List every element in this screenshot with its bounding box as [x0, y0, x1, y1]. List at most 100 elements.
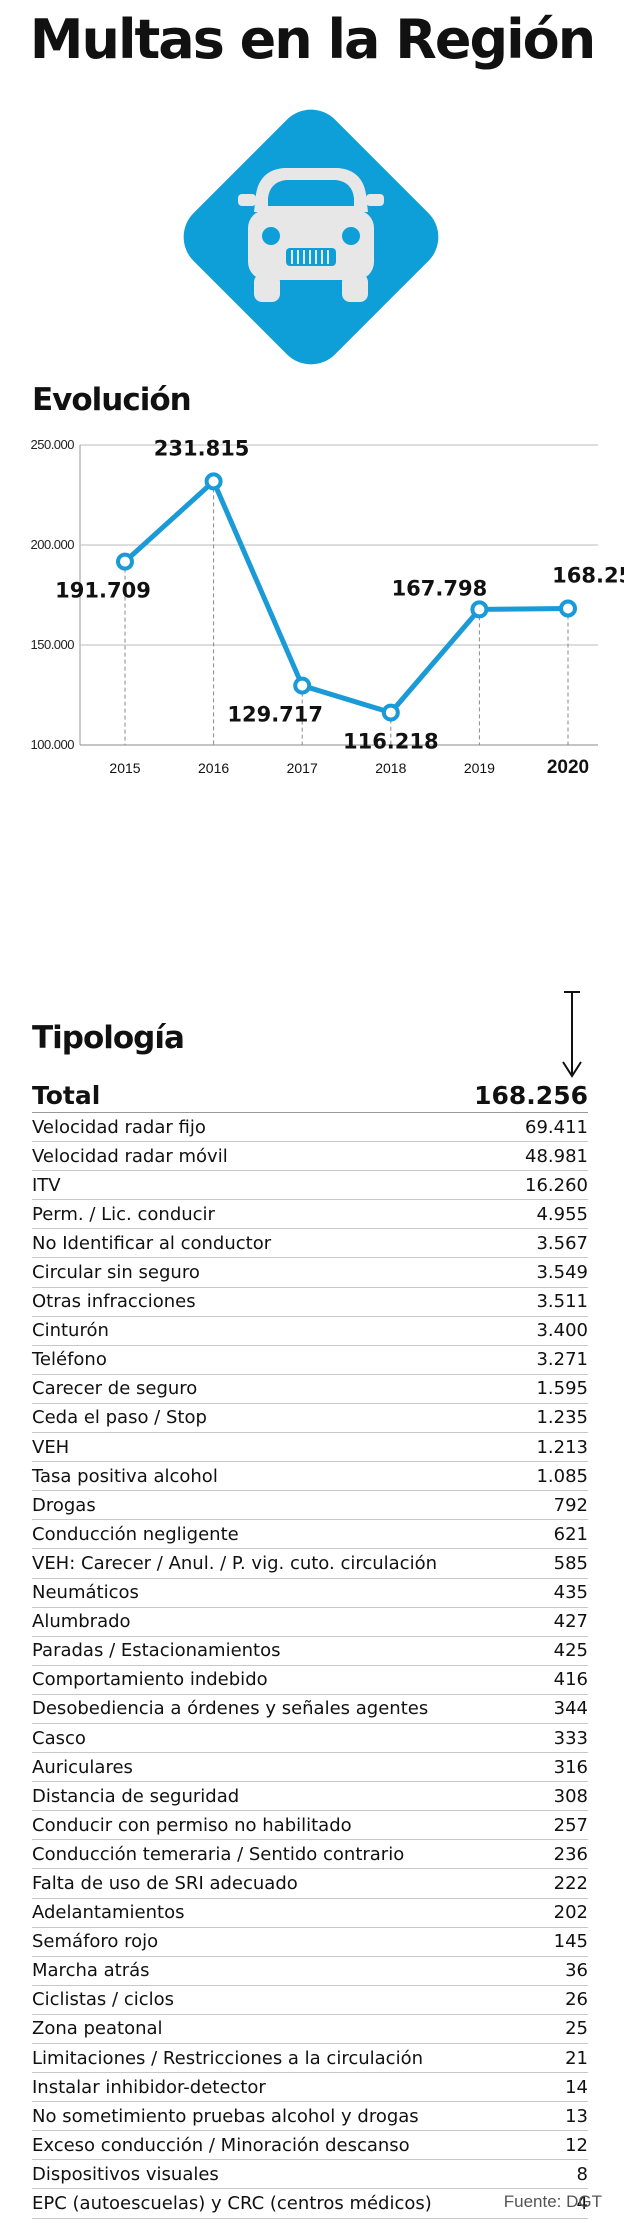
- row-label: Desobediencia a órdenes y señales agente…: [32, 1698, 429, 1720]
- row-value: 792: [553, 1494, 588, 1516]
- row-label: Ciclistas / ciclos: [32, 1989, 175, 2011]
- row-value: 1.213: [536, 1436, 588, 1458]
- table-row: Velocidad radar móvil 48.981: [32, 1142, 588, 1172]
- source-note: Fuente: DGT: [503, 2192, 602, 2211]
- row-value: 3.400: [536, 1320, 588, 1342]
- table-row: Tasa positiva alcohol 1.085: [32, 1462, 588, 1492]
- data-label: 191.709: [55, 579, 151, 603]
- table-row: Teléfono 3.271: [32, 1346, 588, 1375]
- table-row: Conducción temeraria / Sentido contrario…: [32, 1840, 588, 1870]
- row-value: 26: [565, 1989, 588, 2011]
- table-row: Ciclistas / ciclos 26: [32, 1986, 588, 2015]
- row-value: 4.955: [536, 1203, 588, 1225]
- table-row: Falta de uso de SRI adecuado 222: [32, 1869, 588, 1899]
- table-row: Conducción negligente 621: [32, 1520, 588, 1550]
- row-label: Perm. / Lic. conducir: [32, 1203, 215, 1225]
- table-row: Carecer de seguro 1.595: [32, 1375, 588, 1404]
- row-label: Ceda el paso / Stop: [32, 1407, 207, 1429]
- row-label: No Identificar al conductor: [32, 1232, 272, 1254]
- row-label: Marcha atrás: [32, 1960, 150, 1982]
- data-point: [293, 676, 312, 695]
- row-label: Alumbrado: [32, 1611, 131, 1633]
- row-value: 145: [553, 1931, 588, 1953]
- row-value: 257: [553, 1814, 588, 1836]
- row-value: 3.567: [536, 1232, 588, 1254]
- row-label: Carecer de seguro: [32, 1378, 198, 1400]
- table-row: Adelantamientos 202: [32, 1899, 588, 1928]
- table-row: Conducir con permiso no habilitado 257: [32, 1811, 588, 1841]
- row-value: 1.235: [536, 1407, 588, 1429]
- x-tick-label: 2016: [198, 760, 229, 776]
- row-value: 3.549: [536, 1262, 588, 1284]
- arrow-down-icon: [560, 990, 584, 1080]
- x-tick-label: 2019: [464, 760, 495, 776]
- row-label: EPC (autoescuelas) y CRC (centros médico…: [32, 2193, 432, 2215]
- table-row: Casco 333: [32, 1724, 588, 1754]
- series-line: [122, 478, 571, 716]
- y-tick-label: 250.000: [31, 437, 75, 452]
- table-row: Paradas / Estacionamientos 425: [32, 1637, 588, 1666]
- row-value: 621: [553, 1523, 588, 1545]
- y-tick-label: 100.000: [31, 737, 75, 752]
- row-label: Circular sin seguro: [32, 1262, 200, 1284]
- row-label: Zona peatonal: [32, 2018, 163, 2040]
- row-label: Limitaciones / Restricciones a la circul…: [32, 2047, 423, 2069]
- total-label: Total: [32, 1080, 101, 1110]
- table-row: Distancia de seguridad 308: [32, 1782, 588, 1812]
- table-row: Desobediencia a órdenes y señales agente…: [32, 1695, 588, 1724]
- table-row: Marcha atrás 36: [32, 1957, 588, 1986]
- evolution-title: Evolución: [32, 382, 192, 418]
- row-label: Neumáticos: [32, 1582, 139, 1604]
- car-icon: [168, 94, 454, 380]
- row-label: Velocidad radar móvil: [32, 1145, 228, 1167]
- table-row: ITV 16.260: [32, 1171, 588, 1201]
- table-row: Semáforo rojo 145: [32, 1928, 588, 1957]
- table-row: Limitaciones / Restricciones a la circul…: [32, 2044, 588, 2074]
- row-label: Distancia de seguridad: [32, 1785, 240, 1807]
- row-label: Drogas: [32, 1494, 96, 1516]
- row-value: 3.511: [536, 1291, 588, 1313]
- data-point: [204, 472, 223, 491]
- row-label: Semáforo rojo: [32, 1931, 159, 1953]
- row-value: 13: [565, 2105, 588, 2127]
- table-row: Exceso conducción / Minoración descanso 1…: [32, 2131, 588, 2161]
- row-label: Paradas / Estacionamientos: [32, 1640, 281, 1662]
- table-row: Auriculares 316: [32, 1753, 588, 1783]
- row-value: 333: [553, 1727, 588, 1749]
- table-row: Drogas 792: [32, 1491, 588, 1521]
- data-point: [116, 552, 134, 571]
- table-row: Zona peatonal 25: [32, 2015, 588, 2044]
- data-label: 231.815: [154, 436, 250, 460]
- table-row: Instalar inhibidor-detector 14: [32, 2073, 588, 2103]
- page-title: Multas en la Región: [29, 8, 596, 71]
- row-value: 12: [565, 2134, 588, 2156]
- row-value: 308: [553, 1785, 588, 1807]
- row-value: 316: [553, 1756, 588, 1778]
- row-label: Dispositivos visuales: [32, 2163, 219, 2185]
- row-label: Conducir con permiso no habilitado: [32, 1814, 352, 1836]
- table-row: No sometimiento pruebas alcohol y drogas…: [32, 2102, 588, 2132]
- row-value: 21: [565, 2047, 588, 2069]
- x-tick-label: 2018: [375, 760, 406, 776]
- row-value: 585: [553, 1552, 588, 1574]
- table-row: No Identificar al conductor 3.567: [32, 1229, 588, 1259]
- row-label: Comportamiento indebido: [32, 1669, 268, 1691]
- data-point: [470, 600, 489, 619]
- row-label: Teléfono: [32, 1349, 107, 1371]
- table-row: Ceda el paso / Stop 1.235: [32, 1404, 588, 1434]
- table-row: Otras infracciones 3.511: [32, 1288, 588, 1317]
- row-value: 25: [565, 2018, 588, 2040]
- row-label: Falta de uso de SRI adecuado: [32, 1872, 298, 1894]
- row-label: Conducción negligente: [32, 1523, 239, 1545]
- table-row: VEH 1.213: [32, 1433, 588, 1463]
- evolution-line-chart: 100.000 150.000 200.000 250.000 191.709 231.8…: [31, 436, 624, 778]
- row-label: Instalar inhibidor-detector: [32, 2076, 266, 2098]
- table-row: Alumbrado 427: [32, 1608, 588, 1637]
- row-value: 8: [576, 2163, 588, 2185]
- table-row: EPC (autoescuelas) y CRC (centros médico…: [32, 2189, 588, 2219]
- row-value: 416: [553, 1669, 588, 1691]
- row-label: Auriculares: [32, 1756, 133, 1778]
- row-label: Exceso conducción / Minoración descanso: [32, 2134, 410, 2156]
- table-row: Cinturón 3.400: [32, 1317, 588, 1346]
- data-label: 168.256: [552, 563, 624, 587]
